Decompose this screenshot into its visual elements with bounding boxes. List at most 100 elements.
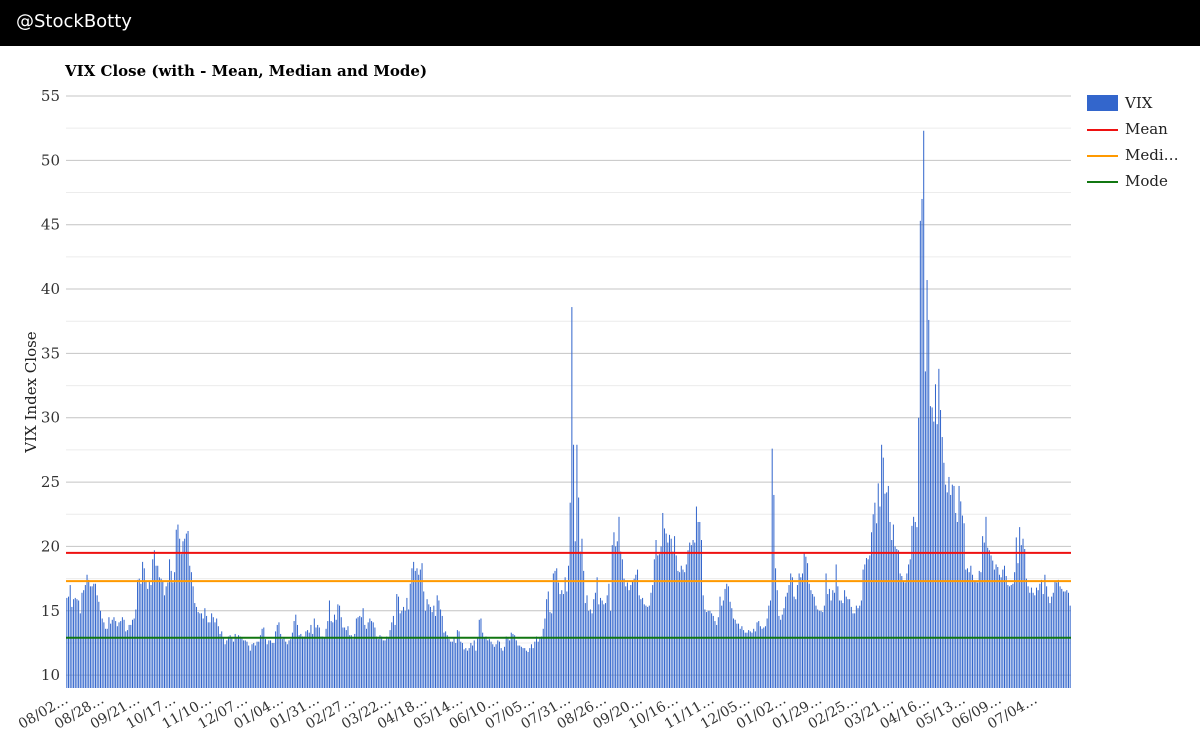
vix-bar [948, 476, 950, 688]
vix-bar [869, 555, 871, 688]
vix-bar [1005, 576, 1007, 688]
vix-bar [517, 645, 519, 688]
vix-bar [689, 542, 691, 688]
vix-bar [842, 603, 844, 688]
vix-bar [520, 646, 522, 688]
vix-bar [854, 613, 856, 688]
vix-bar [968, 572, 970, 688]
vix-bar [330, 621, 332, 688]
vix-bar [248, 645, 250, 688]
vix-bar [655, 540, 657, 688]
vix-bar [793, 596, 795, 688]
vix-bar [470, 642, 472, 688]
vix-bar [741, 626, 743, 688]
legend-item-median: Medi… [1087, 144, 1199, 170]
vix-bar [771, 448, 773, 688]
vix-bar [106, 628, 108, 688]
vix-bar [322, 636, 324, 688]
vix-bar [672, 551, 674, 688]
vix-bar [244, 640, 246, 688]
vix-bar [303, 636, 305, 688]
vix-bar [256, 641, 258, 688]
vix-bar [611, 545, 613, 688]
vix-bar [539, 637, 541, 688]
vix-bar [445, 631, 447, 688]
vix-bar [647, 606, 649, 688]
vix-bar [751, 632, 753, 688]
vix-bar [121, 617, 123, 688]
vix-bar [88, 579, 90, 688]
vix-bar [1032, 592, 1034, 688]
vix-bar [680, 565, 682, 688]
vix-bar [690, 545, 692, 688]
vix-bar [364, 624, 366, 688]
vix-bar [561, 590, 563, 688]
chart-title: VIX Close (with - Mean, Median and Mode) [65, 62, 428, 80]
vix-bar [567, 565, 570, 688]
vix-bar [268, 640, 270, 688]
vix-bar [270, 640, 272, 688]
vix-bar [648, 605, 650, 688]
legend-item-vix: VIX [1087, 92, 1199, 118]
vix-bar [510, 632, 512, 688]
vix-bar [436, 595, 438, 688]
vix-bar [413, 561, 415, 688]
vix-bar [889, 521, 891, 688]
vix-bar [307, 630, 309, 688]
vix-bar [847, 599, 849, 688]
vix-bar [232, 641, 235, 688]
vix-bar [546, 599, 548, 688]
vix-bar [549, 612, 551, 688]
vix-bar [408, 609, 410, 688]
vix-bar [815, 605, 817, 688]
vix-bar [374, 627, 376, 688]
vix-bar [465, 648, 467, 688]
vix-bar [675, 555, 677, 688]
vix-bar [995, 564, 997, 688]
vix-bar [291, 632, 293, 688]
vix-bar [709, 610, 711, 688]
vix-bar [652, 585, 654, 688]
vix-bar [599, 597, 601, 688]
vix-bar [302, 636, 304, 688]
vix-bar [128, 624, 130, 688]
vix-bar [1019, 527, 1021, 688]
vix-bar [906, 573, 908, 688]
vix-bar [170, 570, 172, 688]
vix-bar [973, 581, 975, 688]
vix-bar [1029, 592, 1031, 688]
vix-bar [468, 648, 470, 688]
vix-bar [835, 564, 837, 688]
vix-bar [404, 610, 406, 688]
vix-bar [731, 608, 733, 688]
vix-bar [950, 494, 952, 688]
vix-bar [460, 641, 462, 688]
vix-bar [403, 606, 405, 688]
vix-bar [125, 631, 127, 688]
vix-bar [808, 583, 810, 688]
vix-bar [800, 577, 802, 688]
vix-bar [615, 546, 617, 688]
vix-bar [850, 606, 852, 688]
vix-bar [857, 608, 859, 688]
vix-bar [524, 648, 526, 688]
vix-bar [350, 635, 352, 688]
vix-bar [221, 631, 223, 688]
vix-bar [674, 536, 676, 688]
vix-bar [744, 632, 746, 688]
vix-bar [443, 632, 445, 688]
vix-bar [899, 573, 901, 688]
vix-bar [74, 597, 76, 688]
vix-bar [1054, 581, 1056, 688]
vix-bar [264, 639, 266, 688]
legend-swatch-median [1087, 155, 1118, 157]
vix-bar [537, 641, 539, 688]
vix-bar [726, 583, 728, 688]
vix-bar [111, 619, 113, 688]
vix-bar [699, 521, 701, 688]
vix-bar [359, 615, 361, 688]
vix-bar [662, 512, 664, 688]
legend-label-mean: Mean [1125, 120, 1168, 138]
vix-bar [711, 613, 713, 688]
vix-bar [564, 577, 566, 688]
